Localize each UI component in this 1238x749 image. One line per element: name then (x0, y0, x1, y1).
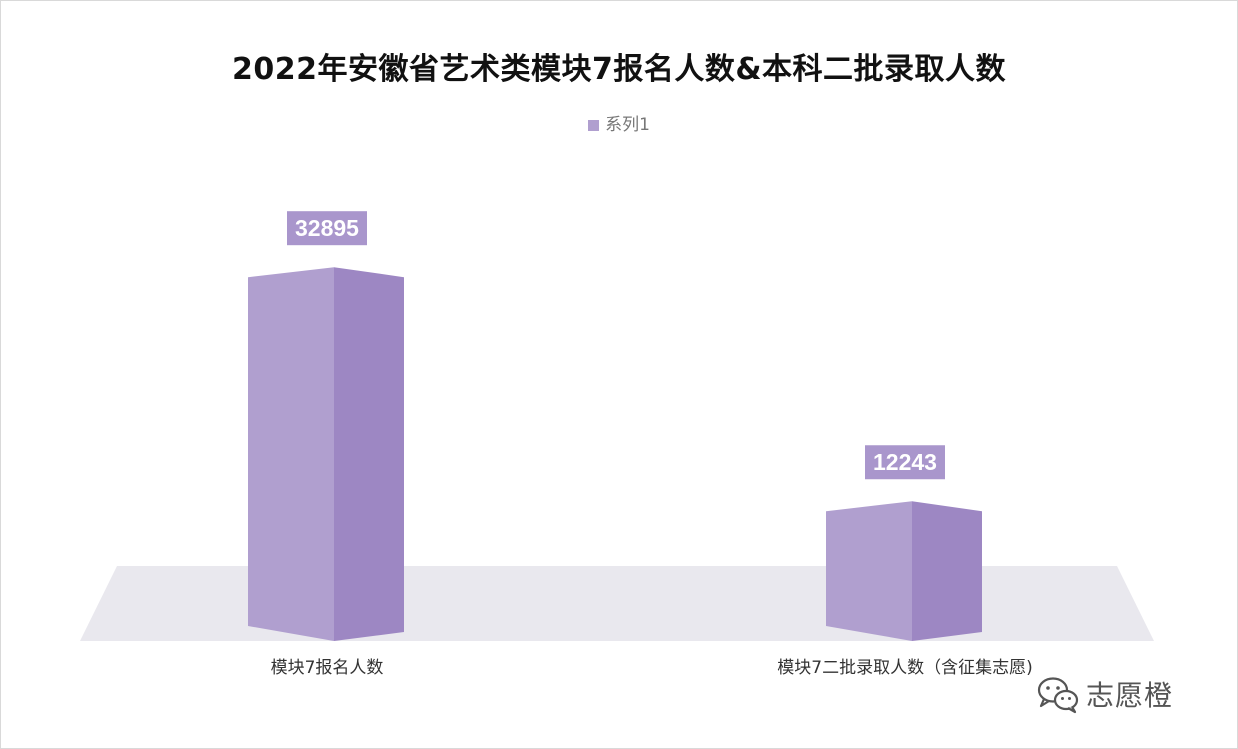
legend-swatch (588, 120, 600, 131)
watermark: 志愿橙 (1036, 672, 1173, 716)
legend-label: 系列1 (605, 115, 650, 135)
wechat-icon (1037, 677, 1079, 714)
data-label: 12243 (873, 449, 937, 475)
data-label-box (287, 211, 367, 246)
legend[interactable]: 系列1 (0, 110, 1238, 135)
x-tick-label: 模块7二批录取人数（含征集志愿) (777, 658, 1032, 678)
bar-face-left (248, 267, 334, 641)
bar-face-right (912, 501, 982, 641)
bar-face-right (334, 267, 404, 641)
data-label: 32895 (295, 215, 359, 241)
data-label-box (865, 445, 945, 480)
bar-face-left (826, 501, 912, 641)
floor-plane (80, 566, 1154, 641)
watermark-text: 志愿橙 (1086, 679, 1174, 712)
x-tick-label: 模块7报名人数 (271, 658, 384, 678)
chart-title: 2022年安徽省艺术类模块7报名人数&本科二批录取人数 (231, 52, 1007, 87)
